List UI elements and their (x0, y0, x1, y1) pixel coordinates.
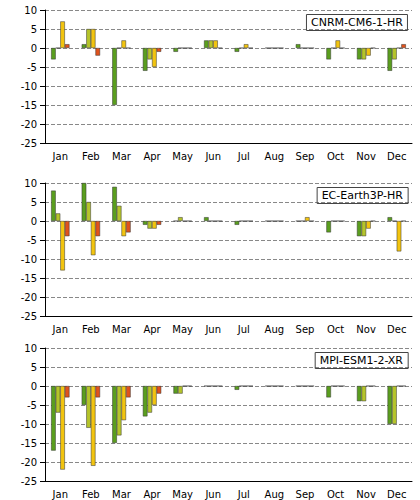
svg-text:Aug: Aug (265, 489, 285, 500)
svg-text:Feb: Feb (82, 489, 100, 500)
svg-text:Sep: Sep (296, 151, 315, 162)
svg-text:Nov: Nov (356, 324, 376, 335)
svg-text:Oct: Oct (327, 324, 344, 335)
svg-text:-25: -25 (21, 311, 37, 322)
svg-text:Jun: Jun (204, 489, 221, 500)
svg-text:Feb: Feb (82, 324, 100, 335)
svg-text:0: 0 (31, 381, 37, 392)
svg-text:Jul: Jul (237, 151, 250, 162)
svg-text:Oct: Oct (327, 489, 344, 500)
svg-text:Apr: Apr (143, 151, 161, 162)
svg-text:-15: -15 (21, 438, 37, 449)
svg-text:Jul: Jul (237, 324, 250, 335)
svg-text:Aug: Aug (265, 324, 285, 335)
svg-text:May: May (172, 151, 193, 162)
svg-text:-25: -25 (21, 138, 37, 149)
svg-text:-15: -15 (21, 273, 37, 284)
svg-text:0: 0 (31, 43, 37, 54)
svg-text:-25: -25 (21, 476, 37, 487)
svg-text:Nov: Nov (356, 489, 376, 500)
svg-text:Dec: Dec (387, 489, 406, 500)
svg-text:MPI-ESM1-2-XR: MPI-ESM1-2-XR (320, 354, 404, 367)
svg-text:CNRM-CM6-1-HR: CNRM-CM6-1-HR (311, 16, 403, 29)
svg-text:Mar: Mar (112, 151, 132, 162)
svg-text:Aug: Aug (265, 151, 285, 162)
svg-text:Jan: Jan (52, 324, 68, 335)
svg-text:-5: -5 (27, 235, 37, 246)
svg-text:Apr: Apr (143, 324, 161, 335)
svg-text:-10: -10 (21, 419, 37, 430)
svg-text:Jan: Jan (52, 489, 68, 500)
svg-text:-20: -20 (21, 119, 37, 130)
svg-text:-20: -20 (21, 292, 37, 303)
svg-text:EC-Earth3P-HR: EC-Earth3P-HR (322, 189, 404, 202)
svg-text:Jun: Jun (204, 151, 221, 162)
svg-text:-5: -5 (27, 62, 37, 73)
svg-text:May: May (172, 324, 193, 335)
svg-text:10: 10 (24, 5, 37, 16)
svg-text:Dec: Dec (387, 324, 406, 335)
svg-text:-10: -10 (21, 81, 37, 92)
svg-text:-5: -5 (27, 400, 37, 411)
svg-text:Jul: Jul (237, 489, 250, 500)
svg-text:0: 0 (31, 216, 37, 227)
svg-text:-10: -10 (21, 254, 37, 265)
svg-text:Oct: Oct (327, 151, 344, 162)
svg-text:Feb: Feb (82, 151, 100, 162)
svg-text:Dec: Dec (387, 151, 406, 162)
svg-text:-20: -20 (21, 457, 37, 468)
svg-text:Sep: Sep (296, 489, 315, 500)
svg-text:10: 10 (24, 343, 37, 354)
svg-text:Mar: Mar (112, 324, 132, 335)
svg-text:5: 5 (31, 362, 37, 373)
svg-text:10: 10 (24, 178, 37, 189)
svg-text:5: 5 (31, 24, 37, 35)
svg-text:Sep: Sep (296, 324, 315, 335)
svg-text:Jan: Jan (52, 151, 68, 162)
svg-text:-15: -15 (21, 100, 37, 111)
svg-text:Nov: Nov (356, 151, 376, 162)
svg-text:5: 5 (31, 197, 37, 208)
svg-text:Mar: Mar (112, 489, 132, 500)
svg-text:Jun: Jun (204, 324, 221, 335)
svg-text:Apr: Apr (143, 489, 161, 500)
svg-text:May: May (172, 489, 193, 500)
